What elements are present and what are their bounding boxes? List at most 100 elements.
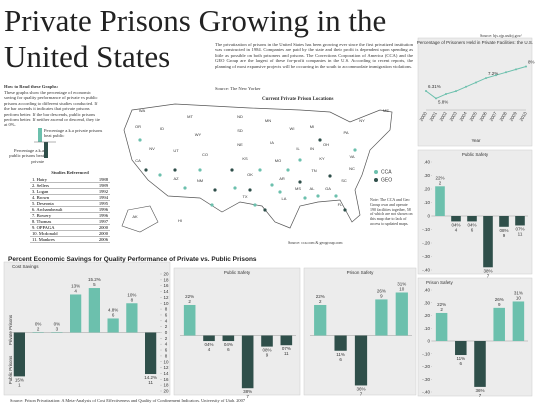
category-label: 2 [37, 327, 40, 332]
category-label: 4 [455, 227, 458, 232]
y-tick-label: 14 [163, 371, 169, 376]
studies-table: 1. Hatry 1988 2. Sellers 1989 3. Logan 1992 4.… [30, 177, 110, 243]
study-row: 2. Sellers 1989 [30, 182, 110, 189]
y-tick-label: 10 [163, 301, 169, 306]
bar [314, 304, 327, 336]
bar [467, 216, 477, 222]
chart-title: Prison Safety [347, 270, 375, 275]
category-label: 6 [112, 312, 115, 317]
map-title: Current Private Prison Locations [262, 97, 334, 102]
facility [334, 194, 338, 198]
value-label: 04% [467, 222, 476, 227]
state-label: NE [237, 142, 243, 147]
y-tick-label: 18 [163, 277, 169, 282]
y-tick-label: .10 [424, 200, 431, 205]
y-tick-label: 4 [165, 318, 168, 323]
state-label: NM [197, 178, 203, 183]
alaska [121, 205, 159, 233]
state-label: OR [135, 124, 141, 129]
legend-label: GEO [381, 178, 392, 184]
state-label: NV [149, 146, 155, 151]
category-label: 2 [440, 307, 443, 312]
cell: 1992 [87, 188, 110, 195]
bar [241, 335, 254, 389]
category-label: 9 [380, 293, 383, 298]
title: Private Prisons Growing in the [4, 3, 387, 38]
state-label: KS [242, 156, 248, 161]
state-label: GA [325, 186, 331, 191]
study-row: 11. Mankres 2006 [30, 236, 110, 243]
y-tick-label: -.30 [422, 377, 430, 382]
value-label: 04% [451, 222, 460, 227]
state-label: NC [349, 166, 355, 171]
value-label: 26% [377, 288, 386, 293]
facility [173, 168, 177, 172]
y-tick-label: 12 [163, 365, 169, 370]
bar [499, 216, 509, 227]
cell: 2006 [87, 236, 110, 243]
value-label: 7.2% [488, 71, 498, 76]
bar [51, 332, 63, 333]
study-row: 10. Mcdonald 2000 [30, 230, 110, 237]
heading: How to Read these Graphs: [4, 84, 59, 89]
y-tick-label: -.40 [422, 268, 430, 273]
y-tick-label: 2 [165, 336, 168, 341]
state-label: IN [310, 146, 314, 151]
bar [334, 335, 347, 351]
value-label: 26% [495, 297, 504, 302]
category-label: 7 [360, 391, 363, 396]
state-label: NY [359, 118, 365, 123]
y-tick-label: -.10 [422, 351, 430, 356]
state-label: IL [296, 146, 300, 151]
panel [417, 149, 533, 275]
y-tick-label: 4 [165, 342, 168, 347]
y-tick-label: .30 [424, 300, 431, 305]
x-tick-label: 2001 [429, 111, 439, 123]
y-tick-label: 2 [165, 324, 168, 329]
y-tick-label: 16 [163, 377, 169, 382]
state-label: ID [160, 126, 164, 131]
cell: 2. Sellers [30, 182, 88, 189]
cell: 11. Mankres [30, 236, 88, 243]
value-label: 04% [204, 342, 213, 347]
state-label: OK [247, 172, 253, 177]
category-label: 6 [227, 347, 230, 352]
x-tick-label: 2006 [479, 111, 489, 123]
point [435, 97, 437, 100]
y-tick-label: .40 [424, 288, 431, 293]
value-label: 31% [514, 290, 523, 295]
source: Source: bjs.ojp.usdoj.gov/ [480, 33, 522, 38]
y-tick-label: -.40 [422, 390, 430, 395]
cell: 4. Brown [30, 194, 88, 201]
facility [230, 168, 234, 172]
study-row: 7. Bowery 1996 [30, 212, 110, 219]
facility [213, 188, 217, 192]
y-tick-label: 0 [165, 330, 168, 335]
state-label: AK [132, 214, 138, 219]
point [445, 93, 447, 96]
y-tick-label: .20 [424, 187, 431, 192]
y-tick-label: .40 [424, 160, 431, 165]
y-tick-label: 6 [165, 312, 168, 317]
section-title: Percent Economic Savings for Quality Per… [8, 256, 257, 263]
bar [126, 303, 138, 333]
category-label: 11 [148, 380, 153, 385]
cell: 1996 [87, 212, 110, 219]
value-label: 22% [185, 294, 194, 299]
state-label: WY [195, 132, 202, 137]
state-label: WI [290, 126, 295, 131]
state-label: MS [295, 186, 301, 191]
value-label: 13% [71, 283, 80, 288]
value-label: 15.2% [88, 277, 101, 282]
cell: 1997 [87, 218, 110, 225]
cell: 2000 [87, 230, 110, 237]
value-label: 0% [54, 322, 61, 327]
value-label: 5.8% [438, 99, 448, 104]
cell: 6. Archambeault [30, 206, 88, 213]
y-tick-label: -.20 [422, 241, 430, 246]
state-label: FL [338, 202, 343, 207]
category-label: 9 [503, 233, 506, 238]
value-label: 10% [127, 292, 136, 297]
facility [298, 180, 302, 184]
panel [417, 37, 533, 147]
